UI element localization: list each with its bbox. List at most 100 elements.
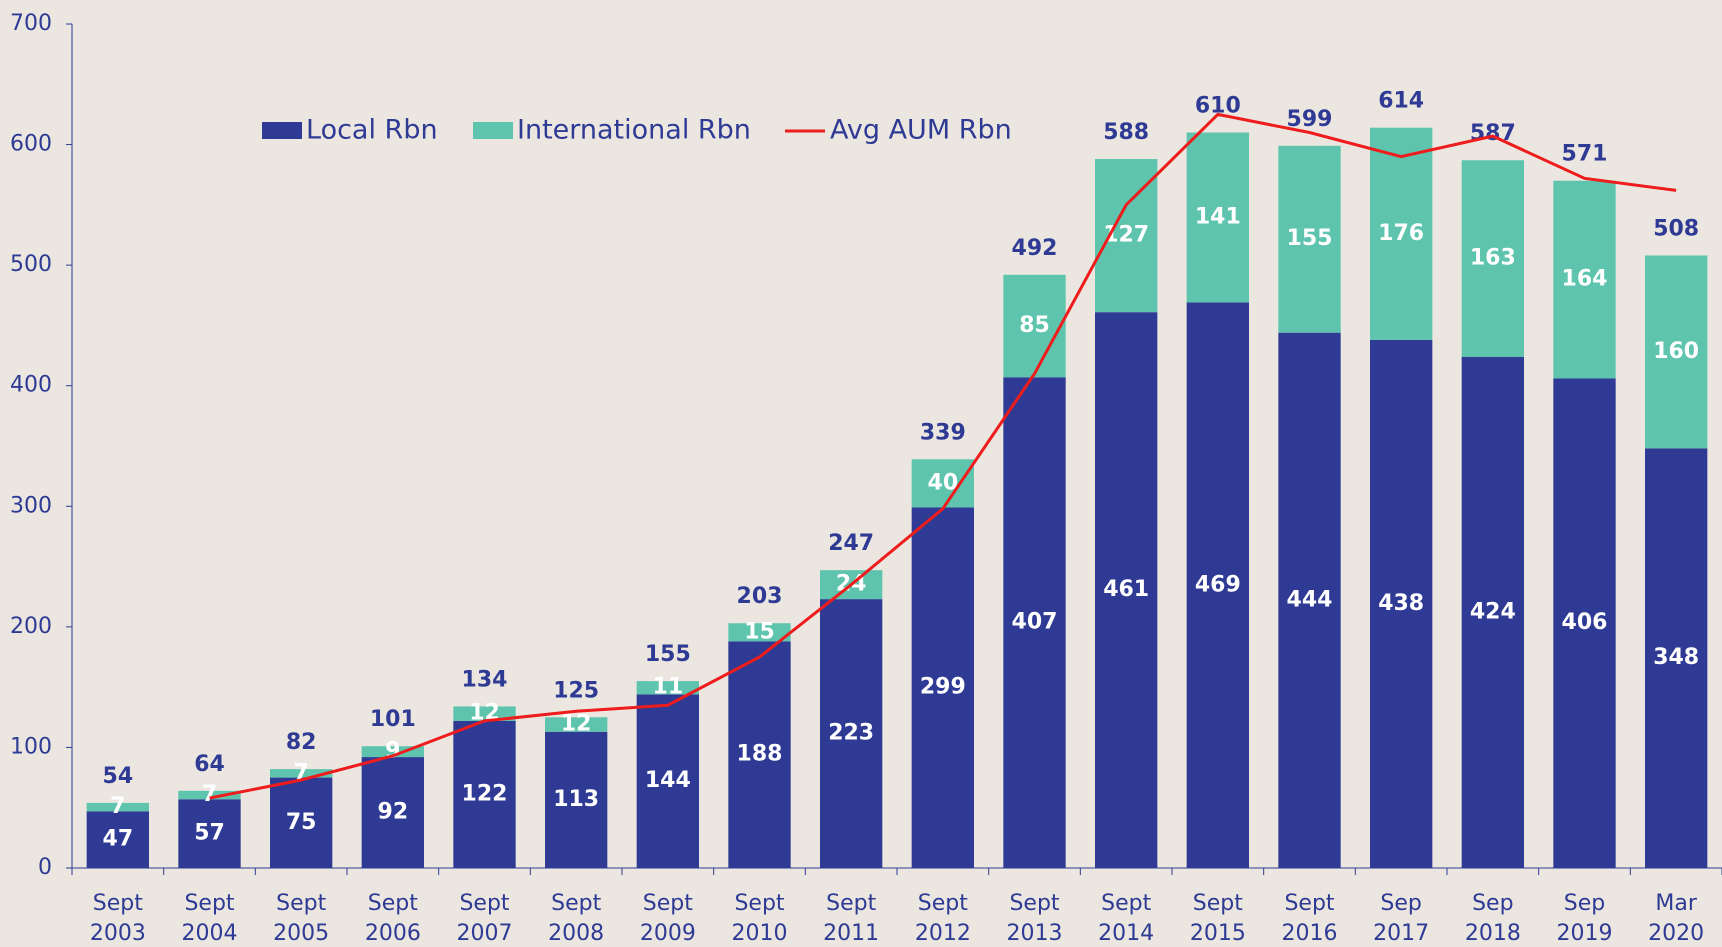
- data-label: 223: [828, 721, 874, 746]
- x-tick-label: Sept 2010: [732, 891, 788, 946]
- bar: [728, 623, 791, 642]
- data-label: 113: [553, 787, 599, 812]
- total-label: 339: [920, 420, 966, 445]
- total-label: 203: [737, 584, 783, 609]
- x-tick-label: Sept 2007: [457, 891, 513, 946]
- data-label: 424: [1470, 599, 1516, 624]
- data-label: 406: [1562, 610, 1608, 635]
- legend-label: Avg AUM Rbn: [830, 115, 1012, 146]
- legend-label: Local Rbn: [306, 115, 438, 146]
- bar: [1461, 356, 1524, 868]
- total-label: 64: [194, 752, 225, 777]
- y-tick-label: 0: [38, 855, 52, 880]
- data-label: 299: [920, 675, 966, 700]
- x-tick-label: Sept 2015: [1190, 891, 1246, 946]
- total-label: 508: [1653, 216, 1699, 241]
- bar: [636, 681, 699, 695]
- bar: [178, 790, 241, 800]
- bar: [1645, 448, 1708, 868]
- bar: [361, 757, 424, 868]
- bar: [1553, 378, 1616, 868]
- x-tick-label: Sept 2005: [273, 891, 329, 946]
- bar: [361, 746, 424, 758]
- legend-swatch: [473, 122, 513, 139]
- data-label: 163: [1470, 246, 1516, 271]
- bar: [453, 720, 516, 868]
- x-tick-label: Sept 2004: [182, 891, 238, 946]
- bar: [1003, 274, 1066, 378]
- y-tick-label: 100: [10, 734, 52, 759]
- bar: [545, 717, 608, 732]
- bar: [636, 694, 699, 868]
- total-label: 492: [1012, 236, 1058, 261]
- bar: [270, 777, 333, 868]
- line: [209, 112, 1677, 800]
- data-label: 164: [1562, 267, 1608, 292]
- data-label: 176: [1378, 221, 1424, 246]
- x-tick-label: Sept 2011: [823, 891, 879, 946]
- data-label: 47: [103, 827, 134, 852]
- bar: [270, 769, 333, 778]
- data-label: 15: [744, 619, 775, 644]
- data-label: 469: [1195, 572, 1241, 597]
- bar: [545, 731, 608, 868]
- bar: [1553, 180, 1616, 379]
- bar: [911, 459, 974, 508]
- bar: [1278, 145, 1341, 333]
- total-label: 599: [1287, 107, 1333, 132]
- x-tick-label: Sep 2018: [1465, 891, 1521, 946]
- data-label: 92: [378, 800, 409, 825]
- y-tick-label: 600: [10, 132, 52, 157]
- y-tick-label: 400: [10, 373, 52, 398]
- bar: [1186, 132, 1249, 303]
- total-label: 125: [553, 678, 599, 703]
- total-label: 134: [462, 667, 508, 692]
- x-tick-label: Sept 2009: [640, 891, 696, 946]
- total-label: 614: [1378, 89, 1424, 114]
- data-label: 407: [1012, 610, 1058, 635]
- bar: [1095, 312, 1158, 868]
- data-label: 155: [1287, 226, 1333, 251]
- total-label: 54: [103, 764, 134, 789]
- bar: [86, 802, 149, 812]
- x-tick-label: Sep 2019: [1557, 891, 1613, 946]
- legend-label: International Rbn: [517, 115, 751, 146]
- x-tick-label: Sept 2016: [1282, 891, 1338, 946]
- x-tick-label: Sept 2013: [1007, 891, 1063, 946]
- data-label: 122: [462, 781, 508, 806]
- y-tick-label: 700: [10, 11, 52, 36]
- x-tick-label: Mar 2020: [1648, 891, 1704, 946]
- x-tick-label: Sep 2017: [1373, 891, 1429, 946]
- data-label: 144: [645, 768, 691, 793]
- bar: [1645, 255, 1708, 449]
- data-label: 85: [1019, 313, 1050, 338]
- y-tick-label: 300: [10, 493, 52, 518]
- data-label: 160: [1653, 339, 1699, 364]
- bar: [1186, 302, 1249, 868]
- x-tick-label: Sept 2014: [1098, 891, 1154, 946]
- data-label: 438: [1378, 591, 1424, 616]
- data-label: 57: [194, 821, 225, 846]
- bar: [1370, 127, 1433, 340]
- bar: [1003, 377, 1066, 868]
- x-tick-label: Sept 2012: [915, 891, 971, 946]
- bar: [728, 641, 791, 868]
- bar: [1278, 332, 1341, 869]
- x-tick-label: Sept 2006: [365, 891, 421, 946]
- data-label: 7: [110, 794, 125, 819]
- bar: [453, 706, 516, 721]
- data-label: 141: [1195, 205, 1241, 230]
- data-label: 444: [1287, 587, 1333, 612]
- total-label: 155: [645, 642, 691, 667]
- data-label: 188: [737, 742, 783, 767]
- data-label: 461: [1103, 577, 1149, 602]
- legend: Local Rbn International Rbn Avg AUM Rbn: [262, 115, 1012, 146]
- data-label: 75: [286, 810, 317, 835]
- data-label: 7: [202, 782, 217, 807]
- total-label: 82: [286, 730, 317, 755]
- data-label: 12: [561, 712, 592, 737]
- data-label: 9: [385, 739, 400, 764]
- total-label: 247: [828, 531, 874, 556]
- legend-swatch: [262, 122, 302, 139]
